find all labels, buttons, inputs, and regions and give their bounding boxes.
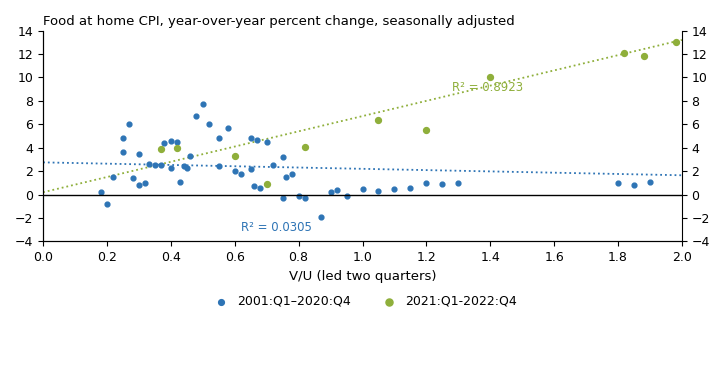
- Legend: 2001:Q1–2020:Q4, 2021:Q1-2022:Q4: 2001:Q1–2020:Q4, 2021:Q1-2022:Q4: [204, 290, 521, 313]
- 2021:Q1-2022:Q4: [229, 153, 241, 159]
- 2001:Q1–2020:Q4: [139, 180, 151, 186]
- 2001:Q1–2020:Q4: [452, 180, 464, 186]
- 2001:Q1–2020:Q4: [299, 195, 311, 201]
- 2021:Q1-2022:Q4: [484, 75, 496, 81]
- 2021:Q1-2022:Q4: [638, 53, 650, 59]
- 2021:Q1-2022:Q4: [420, 127, 432, 133]
- 2001:Q1–2020:Q4: [644, 179, 655, 185]
- 2001:Q1–2020:Q4: [117, 135, 129, 141]
- 2001:Q1–2020:Q4: [628, 182, 639, 188]
- 2001:Q1–2020:Q4: [123, 121, 135, 127]
- 2001:Q1–2020:Q4: [213, 163, 225, 169]
- 2001:Q1–2020:Q4: [293, 193, 304, 199]
- 2001:Q1–2020:Q4: [277, 195, 289, 201]
- 2001:Q1–2020:Q4: [373, 188, 384, 194]
- 2021:Q1-2022:Q4: [299, 144, 311, 150]
- 2001:Q1–2020:Q4: [204, 121, 215, 127]
- 2001:Q1–2020:Q4: [159, 140, 170, 146]
- 2001:Q1–2020:Q4: [325, 189, 336, 195]
- 2001:Q1–2020:Q4: [149, 162, 161, 168]
- 2001:Q1–2020:Q4: [155, 162, 167, 168]
- 2021:Q1-2022:Q4: [261, 181, 273, 187]
- 2001:Q1–2020:Q4: [117, 150, 129, 156]
- 2001:Q1–2020:Q4: [245, 135, 257, 141]
- 2001:Q1–2020:Q4: [261, 139, 273, 145]
- 2021:Q1-2022:Q4: [618, 50, 630, 56]
- 2001:Q1–2020:Q4: [133, 151, 145, 157]
- Text: R² = 0.0305: R² = 0.0305: [241, 221, 312, 234]
- 2001:Q1–2020:Q4: [245, 166, 257, 172]
- Text: R² = 0.8923: R² = 0.8923: [452, 81, 523, 94]
- 2001:Q1–2020:Q4: [197, 101, 209, 107]
- X-axis label: V/U (led two quarters): V/U (led two quarters): [289, 270, 436, 283]
- 2001:Q1–2020:Q4: [357, 186, 368, 192]
- 2001:Q1–2020:Q4: [405, 185, 416, 191]
- 2001:Q1–2020:Q4: [223, 125, 234, 131]
- 2001:Q1–2020:Q4: [165, 164, 177, 170]
- 2001:Q1–2020:Q4: [181, 164, 193, 170]
- 2001:Q1–2020:Q4: [254, 185, 266, 191]
- 2001:Q1–2020:Q4: [143, 161, 154, 167]
- 2001:Q1–2020:Q4: [133, 182, 145, 188]
- 2001:Q1–2020:Q4: [175, 179, 186, 185]
- Text: Food at home CPI, year-over-year percent change, seasonally adjusted: Food at home CPI, year-over-year percent…: [43, 15, 515, 28]
- 2001:Q1–2020:Q4: [95, 189, 107, 195]
- 2001:Q1–2020:Q4: [268, 162, 279, 168]
- 2001:Q1–2020:Q4: [331, 187, 343, 193]
- 2001:Q1–2020:Q4: [184, 153, 196, 159]
- 2021:Q1-2022:Q4: [670, 39, 681, 45]
- 2001:Q1–2020:Q4: [420, 180, 432, 186]
- 2001:Q1–2020:Q4: [248, 184, 260, 189]
- 2001:Q1–2020:Q4: [213, 135, 225, 141]
- 2001:Q1–2020:Q4: [612, 180, 624, 186]
- 2001:Q1–2020:Q4: [286, 170, 298, 176]
- 2021:Q1-2022:Q4: [171, 145, 183, 151]
- 2001:Q1–2020:Q4: [191, 113, 202, 119]
- 2001:Q1–2020:Q4: [102, 201, 113, 207]
- 2001:Q1–2020:Q4: [436, 181, 448, 187]
- 2001:Q1–2020:Q4: [277, 154, 289, 160]
- 2021:Q1-2022:Q4: [373, 117, 384, 123]
- 2001:Q1–2020:Q4: [341, 193, 352, 199]
- 2001:Q1–2020:Q4: [127, 175, 138, 181]
- 2001:Q1–2020:Q4: [171, 139, 183, 145]
- 2001:Q1–2020:Q4: [178, 163, 189, 169]
- 2001:Q1–2020:Q4: [280, 174, 291, 180]
- 2021:Q1-2022:Q4: [155, 146, 167, 152]
- 2001:Q1–2020:Q4: [107, 174, 119, 180]
- 2001:Q1–2020:Q4: [229, 168, 241, 174]
- 2001:Q1–2020:Q4: [236, 170, 247, 176]
- 2001:Q1–2020:Q4: [252, 137, 263, 142]
- 2001:Q1–2020:Q4: [165, 138, 177, 144]
- 2001:Q1–2020:Q4: [389, 186, 400, 192]
- 2001:Q1–2020:Q4: [315, 214, 327, 220]
